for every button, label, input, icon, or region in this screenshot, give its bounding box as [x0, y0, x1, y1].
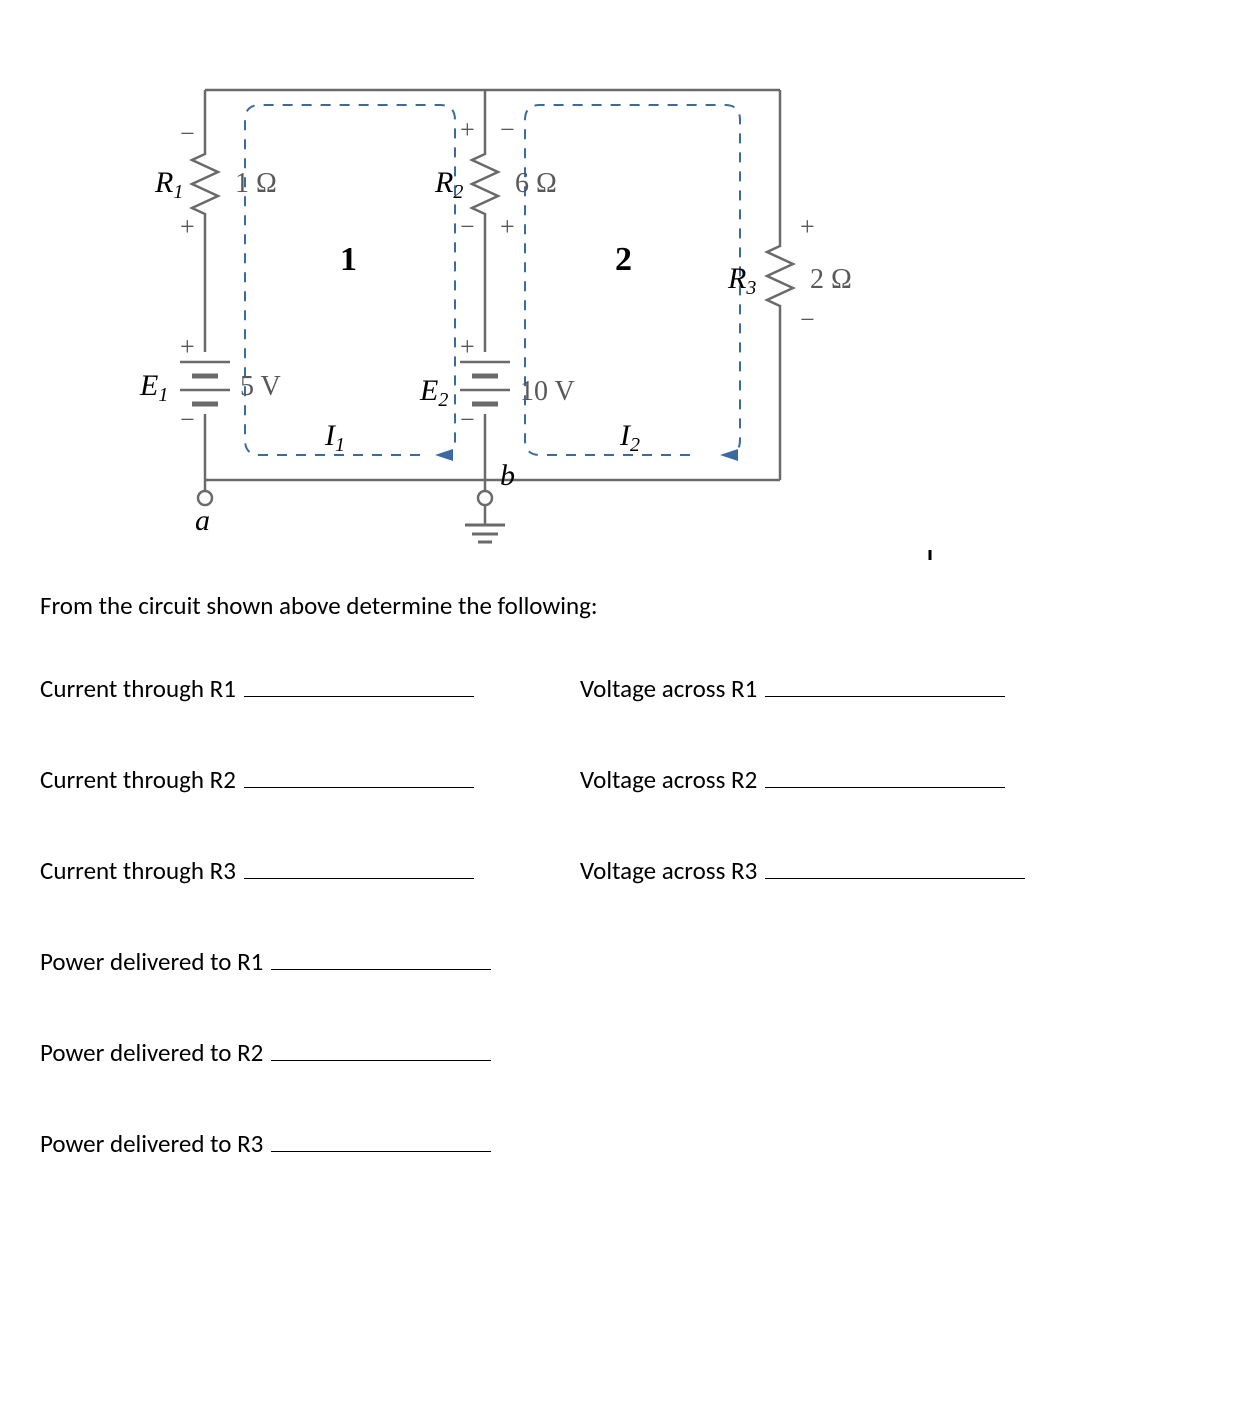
e2-minus: − — [460, 405, 475, 434]
node-b-label: b — [500, 459, 515, 492]
blank-voltage-r1[interactable] — [765, 671, 1005, 697]
q-voltage-r1: Voltage across R1 — [580, 673, 757, 704]
e1-plus: + — [180, 332, 195, 361]
r1-label: R1 — [154, 166, 183, 203]
e2-plus: + — [460, 332, 475, 361]
r1-value: 1 Ω — [235, 168, 277, 199]
e1-value: 5 V — [240, 371, 281, 402]
q-power-r1: Power delivered to R1 — [40, 946, 263, 977]
i1-label: I1 — [324, 419, 345, 456]
r3-value: 2 Ω — [810, 264, 852, 295]
blank-voltage-r2[interactable] — [765, 762, 1005, 788]
q-current-r1: Current through R1 — [40, 673, 236, 704]
blank-current-r3[interactable] — [244, 853, 474, 879]
circuit-diagram: R1 1 Ω R2 6 Ω R3 2 Ω E1 5 V E2 10 V 1 2 … — [40, 30, 940, 560]
q-current-r2: Current through R2 — [40, 764, 236, 795]
q-power-r3: Power delivered to R3 — [40, 1128, 263, 1159]
q-current-r3: Current through R3 — [40, 855, 236, 886]
blank-power-r1[interactable] — [271, 944, 491, 970]
node-a-label: a — [195, 504, 210, 537]
loop1-label: 1 — [340, 241, 357, 278]
e1-label: E1 — [139, 369, 168, 406]
r3-minus: − — [800, 305, 815, 334]
q-voltage-r2: Voltage across R2 — [580, 764, 757, 795]
r1-minus: − — [180, 119, 195, 148]
blank-current-r1[interactable] — [244, 671, 474, 697]
question-grid: Current through R1 Voltage across R1 Cur… — [40, 671, 1204, 1159]
r2-minus-right: − — [500, 115, 515, 144]
blank-voltage-r3[interactable] — [765, 853, 1025, 879]
caption-text: From the circuit shown above determine t… — [40, 590, 1204, 621]
r2-minus-left: − — [460, 212, 475, 241]
i2-label: I2 — [619, 419, 640, 456]
r2-plus-right: + — [500, 212, 515, 241]
blank-current-r2[interactable] — [244, 762, 474, 788]
r2-value: 6 Ω — [515, 168, 557, 199]
loop2-label: 2 — [615, 241, 632, 278]
e2-value: 10 V — [520, 376, 575, 407]
r3-label: R3 — [727, 262, 756, 299]
r2-plus-left: + — [460, 115, 475, 144]
r2-label: R2 — [434, 166, 463, 203]
r3-plus: + — [800, 212, 815, 241]
blank-power-r2[interactable] — [271, 1035, 491, 1061]
q-voltage-r3: Voltage across R3 — [580, 855, 757, 886]
e1-minus: − — [180, 405, 195, 434]
q-power-r2: Power delivered to R2 — [40, 1037, 263, 1068]
r1-plus: + — [180, 212, 195, 241]
e2-label: E2 — [419, 374, 448, 411]
blank-power-r3[interactable] — [271, 1126, 491, 1152]
